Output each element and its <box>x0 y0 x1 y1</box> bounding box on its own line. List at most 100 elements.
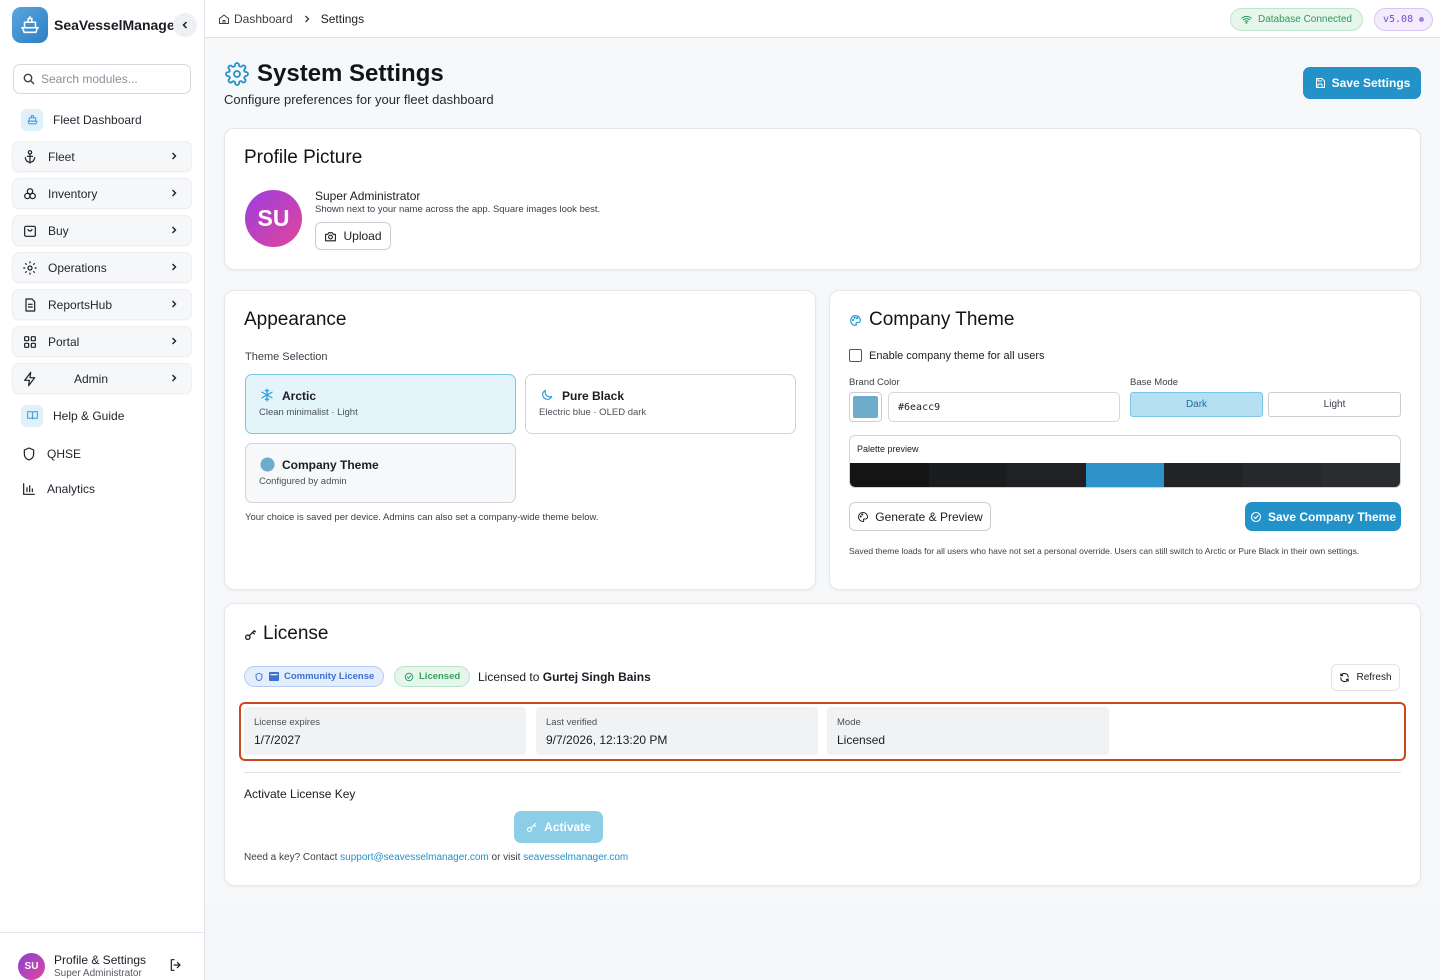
brand-color-swatch[interactable] <box>849 392 882 422</box>
sidebar-item-buy[interactable]: Buy <box>12 215 192 246</box>
sidebar-item-qhse[interactable]: QHSE <box>12 438 192 469</box>
chevron-left-icon <box>180 20 190 30</box>
file-text-icon <box>22 297 38 313</box>
appearance-note: Your choice is saved per device. Admins … <box>245 512 599 523</box>
database-status-text: Database Connected <box>1258 14 1352 25</box>
palette-icon <box>857 511 869 523</box>
support-email-link[interactable]: support@seavesselmanager.com <box>340 852 489 863</box>
brand-color-input[interactable] <box>888 392 1120 422</box>
sidebar-item-help-guide[interactable]: Help & Guide <box>12 400 192 431</box>
app-name: SeaVesselManager <box>54 17 181 33</box>
upload-button[interactable]: Upload <box>315 222 391 250</box>
base-mode-label: Base Mode <box>1130 377 1179 388</box>
palette-swatch <box>1164 463 1243 487</box>
sidebar-item-label: Portal <box>48 334 80 349</box>
license-contact-note: Need a key? Contact support@seavesselman… <box>244 852 628 863</box>
base-mode-light-button[interactable]: Light <box>1268 392 1401 417</box>
licensed-to-prefix: Licensed to <box>478 670 540 684</box>
page-header: System Settings <box>225 60 444 88</box>
stat-value: 1/7/2027 <box>254 733 301 747</box>
palette-swatch <box>1007 463 1086 487</box>
sidebar-item-operations[interactable]: Operations <box>12 252 192 283</box>
breadcrumb-dashboard-link[interactable]: Dashboard <box>234 12 293 26</box>
collapse-sidebar-button[interactable] <box>173 13 197 37</box>
palette-swatch <box>1242 463 1322 487</box>
website-link[interactable]: seavesselmanager.com <box>523 852 629 863</box>
generate-preview-label: Generate & Preview <box>875 509 983 524</box>
licensed-status-badge: Licensed <box>394 666 471 687</box>
chevron-right-icon <box>302 14 312 24</box>
stat-label: Last verified <box>546 717 598 728</box>
appearance-card: Appearance Theme Selection Arctic Clean … <box>224 290 816 590</box>
licensed-status-text: Licensed <box>419 671 461 682</box>
sidebar-item-fleet-dashboard[interactable]: Fleet Dashboard <box>12 104 192 135</box>
profile-name: Super Administrator <box>315 189 421 203</box>
boxes-icon <box>22 186 38 202</box>
sidebar-item-label: Operations <box>48 260 107 275</box>
search-icon <box>23 73 35 85</box>
home-icon <box>218 13 230 25</box>
sidebar-item-reportshub[interactable]: ReportsHub <box>12 289 192 320</box>
theme-option-desc: Electric blue · OLED dark <box>539 407 647 418</box>
enable-company-theme-checkbox[interactable] <box>849 349 862 362</box>
generate-preview-button[interactable]: Generate & Preview <box>849 502 991 531</box>
company-theme-note: Saved theme loads for all users who have… <box>849 546 1360 556</box>
refresh-license-button[interactable]: Refresh <box>1331 664 1400 691</box>
sidebar-item-portal[interactable]: Portal <box>12 326 192 357</box>
license-expires-stat: License expires 1/7/2027 <box>244 707 526 755</box>
camera-icon <box>324 230 337 243</box>
sidebar-item-inventory[interactable]: Inventory <box>12 178 192 209</box>
licensee-name: Gurtej Singh Bains <box>542 670 651 684</box>
sidebar-item-analytics[interactable]: Analytics <box>12 473 192 504</box>
footer-profile-role: Super Administrator <box>54 968 142 979</box>
sidebar-item-label: Help & Guide <box>53 408 125 423</box>
theme-option-name: Arctic <box>282 389 317 403</box>
sidebar-item-fleet[interactable]: Fleet <box>12 141 192 172</box>
theme-option-name: Pure Black <box>562 389 625 403</box>
sidebar-item-admin[interactable]: Admin <box>12 363 192 394</box>
palette-icon <box>849 314 862 327</box>
breadcrumb: Dashboard Settings <box>218 12 364 26</box>
topbar: Dashboard Settings Database Connected v5… <box>205 0 1440 38</box>
note-prefix: Need a key? Contact <box>244 852 338 863</box>
stat-value: 9/7/2026, 12:13:20 PM <box>546 733 668 747</box>
appearance-card-title: Appearance <box>244 309 347 330</box>
stat-value: Licensed <box>837 733 886 747</box>
stat-label: License expires <box>254 717 321 728</box>
theme-option-name: Company Theme <box>282 458 379 472</box>
theme-option-arctic[interactable]: Arctic Clean minimalist · Light <box>245 374 516 434</box>
profile-picture-card: Profile Picture SU Super Administrator S… <box>224 128 1421 270</box>
activate-button[interactable]: Activate <box>514 811 603 843</box>
check-circle-icon <box>404 672 414 682</box>
sidebar: SeaVesselManager Fleet Dashboard Fleet <box>0 0 205 980</box>
theme-option-desc: Configured by admin <box>259 476 347 487</box>
version-text: v5.08 <box>1383 14 1414 25</box>
grid-icon <box>22 334 38 350</box>
community-license-text: Community License <box>284 671 375 682</box>
save-company-theme-button[interactable]: Save Company Theme <box>1245 502 1401 531</box>
ship-icon <box>21 108 43 131</box>
note-mid: or visit <box>491 852 521 863</box>
theme-option-company[interactable]: Company Theme Configured by admin <box>245 443 516 503</box>
page-subtitle: Configure preferences for your fleet das… <box>224 92 494 107</box>
id-card-icon <box>269 672 279 681</box>
logout-icon[interactable] <box>168 957 184 973</box>
page-title: System Settings <box>257 60 444 87</box>
enable-company-theme[interactable]: Enable company theme for all users <box>849 349 1044 362</box>
module-search-input[interactable] <box>41 72 181 86</box>
breadcrumb-current: Settings <box>320 12 365 26</box>
sidebar-item-label: Inventory <box>48 186 98 201</box>
base-mode-dark-button[interactable]: Dark <box>1130 392 1263 417</box>
activate-license-title: Activate License Key <box>244 787 356 801</box>
theme-option-pure-black[interactable]: Pure Black Electric blue · OLED dark <box>525 374 796 434</box>
module-search <box>13 64 191 94</box>
enable-company-theme-label: Enable company theme for all users <box>869 349 1045 362</box>
gear-icon <box>225 62 249 86</box>
palette-swatch <box>928 463 1008 487</box>
palette-swatch <box>850 463 929 487</box>
snowflake-icon <box>260 388 274 402</box>
database-status-badge: Database Connected <box>1230 8 1363 31</box>
chevron-right-icon <box>169 151 179 161</box>
profile-footer[interactable]: SU Profile & Settings Super Administrato… <box>0 932 205 980</box>
save-settings-button[interactable]: Save Settings <box>1303 67 1421 99</box>
